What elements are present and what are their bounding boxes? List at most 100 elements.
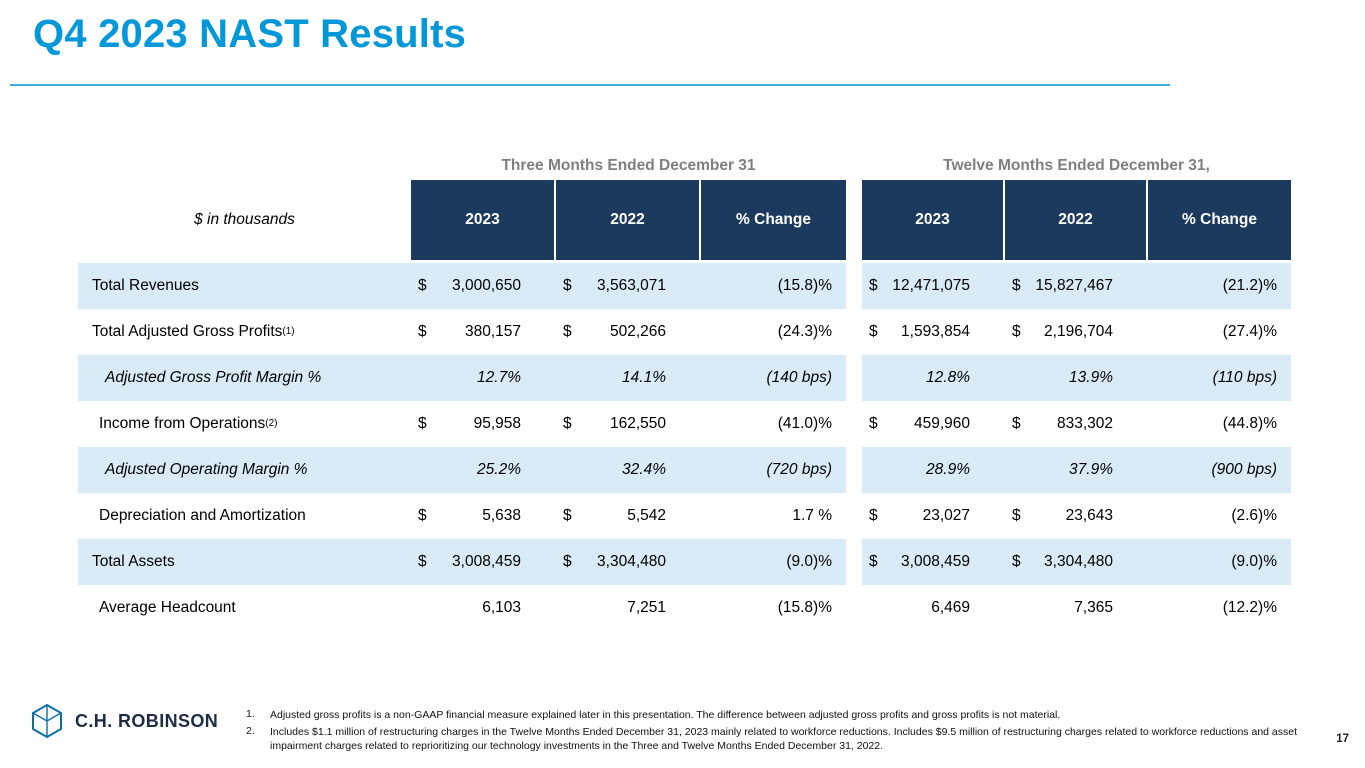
currency-symbol: $ (869, 277, 878, 294)
group-gap (846, 447, 862, 493)
table-row: Income from Operations (2) $95,958 $162,550… (78, 401, 1291, 447)
logo-text: C.H. ROBINSON (75, 710, 219, 731)
currency-symbol: $ (563, 415, 572, 432)
group-gap (846, 309, 862, 355)
row-label-header: $ in thousands (194, 211, 295, 228)
row-label: Income from Operations (2) (99, 415, 278, 432)
footnote-text: Adjusted gross profits is a non-GAAP fin… (270, 709, 1061, 721)
row-label: Depreciation and Amortization (99, 507, 306, 524)
group-gap (846, 263, 862, 309)
currency-symbol: $ (869, 553, 878, 570)
group-gap (846, 493, 862, 539)
table-row: Total Assets $3,008,459 $3,304,480 (9.0)% $3… (78, 539, 1291, 585)
row-label: Average Headcount (99, 599, 236, 616)
value-cell: 13.9% (1005, 355, 1148, 401)
value-cell: (140 bps) (701, 355, 846, 401)
value-cell: (2.6)% (1231, 507, 1277, 524)
value-cell: $3,563,071 (556, 263, 701, 309)
column-header: 2022 (1005, 180, 1148, 260)
value-cell: $23,027 (869, 507, 970, 524)
currency-symbol: $ (563, 507, 572, 524)
group-gap (846, 585, 862, 631)
table-header-row: $ in thousands 2023 2022% Change 2023 2022% … (78, 180, 1291, 260)
value-cell: 7,251 (627, 599, 666, 616)
table-grid: Three Months Ended December 31 Twelve Mon… (78, 152, 1291, 631)
column-header: % Change (1148, 180, 1291, 260)
value-cell: $5,542 (563, 507, 666, 524)
value-cell: $12,471,075 (862, 263, 1005, 309)
value-cell: $15,827,467 (1005, 263, 1148, 309)
value-cell: $380,157 (418, 323, 521, 340)
column-header: % Change (701, 180, 846, 260)
chrobinson-logo: C.H. ROBINSON (28, 702, 218, 740)
value-cell: (12.2)% (1222, 599, 1277, 616)
value-cell: (44.8)% (1222, 415, 1277, 432)
currency-symbol: $ (563, 277, 572, 294)
table-row: Total Revenues $3,000,650 $3,563,071 (15.8)… (78, 263, 1291, 309)
value-cell: $3,304,480 (1005, 539, 1148, 585)
group-gap (846, 355, 862, 401)
currency-symbol: $ (1012, 415, 1021, 432)
row-label: Adjusted Gross Profit Margin % (78, 355, 411, 401)
currency-symbol: $ (869, 507, 878, 524)
value-cell: 6,469 (931, 599, 970, 616)
value-cell: $502,266 (563, 323, 666, 340)
value-cell: $95,958 (418, 415, 521, 432)
value-cell: $3,008,459 (411, 539, 556, 585)
value-cell: (9.0)% (1148, 539, 1291, 585)
value-cell: (41.0)% (777, 415, 832, 432)
column-header: 2023 (411, 180, 556, 260)
value-cell: (110 bps) (1148, 355, 1291, 401)
financial-table: Three Months Ended December 31 Twelve Mon… (78, 152, 1291, 631)
currency-symbol: $ (418, 277, 427, 294)
group-gap (846, 539, 862, 585)
footnote-number: 2. (246, 724, 255, 737)
value-cell: 14.1% (556, 355, 701, 401)
group-title: Three Months Ended December 31 (501, 157, 756, 174)
table-row: Adjusted Gross Profit Margin % 12.7% 14.1%… (78, 355, 1291, 401)
value-cell: (21.2)% (1148, 263, 1291, 309)
value-cell: 7,365 (1074, 599, 1113, 616)
currency-symbol: $ (418, 323, 427, 340)
table-row: Adjusted Operating Margin % 25.2% 32.4% (72… (78, 447, 1291, 493)
value-cell: 1.7 % (792, 507, 832, 524)
value-cell: (9.0)% (701, 539, 846, 585)
currency-symbol: $ (563, 553, 572, 570)
value-cell: $2,196,704 (1012, 323, 1113, 340)
currency-symbol: $ (1012, 507, 1021, 524)
currency-symbol: $ (1012, 553, 1021, 570)
currency-symbol: $ (418, 507, 427, 524)
group-gap (846, 180, 862, 260)
row-label: Total Assets (78, 539, 411, 585)
value-cell: $3,000,650 (411, 263, 556, 309)
currency-symbol: $ (1012, 323, 1021, 340)
value-cell: $3,008,459 (862, 539, 1005, 585)
table-row: Average Headcount 6,103 7,251 (15.8)% 6,469 7… (78, 585, 1291, 631)
group-title-row: Three Months Ended December 31 Twelve Mon… (78, 152, 1291, 180)
value-cell: 12.7% (411, 355, 556, 401)
group-gap (846, 152, 862, 180)
currency-symbol: $ (418, 415, 427, 432)
value-cell: 32.4% (556, 447, 701, 493)
group-gap (846, 401, 862, 447)
value-cell: (24.3)% (777, 323, 832, 340)
value-cell: (27.4)% (1222, 323, 1277, 340)
value-cell: $5,638 (418, 507, 521, 524)
row-label: Adjusted Operating Margin % (78, 447, 411, 493)
column-header: 2022 (556, 180, 701, 260)
column-header: 2023 (862, 180, 1005, 260)
currency-symbol: $ (1012, 277, 1021, 294)
currency-symbol: $ (869, 415, 878, 432)
value-cell: (720 bps) (701, 447, 846, 493)
value-cell: 37.9% (1005, 447, 1148, 493)
value-cell: $3,304,480 (556, 539, 701, 585)
chrobinson-logo-icon (32, 704, 62, 738)
value-cell: (15.8)% (701, 263, 846, 309)
value-cell: 12.8% (862, 355, 1005, 401)
table-row: Total Adjusted Gross Profits (1) $380,157 $… (78, 309, 1291, 355)
footnote-number: 1. (246, 708, 255, 720)
value-cell: 28.9% (862, 447, 1005, 493)
title-divider (10, 84, 1170, 86)
table-row: Depreciation and Amortization $5,638 $5,54… (78, 493, 1291, 539)
currency-symbol: $ (563, 323, 572, 340)
